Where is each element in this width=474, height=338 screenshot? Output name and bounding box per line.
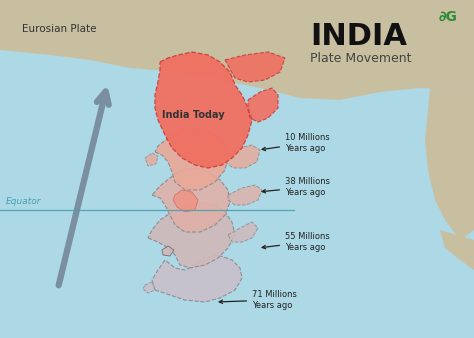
Text: Equator: Equator	[6, 197, 42, 206]
Polygon shape	[148, 202, 235, 268]
Polygon shape	[152, 255, 242, 302]
Polygon shape	[225, 52, 285, 82]
Polygon shape	[228, 185, 262, 205]
Polygon shape	[0, 55, 80, 100]
Polygon shape	[155, 52, 252, 168]
Text: ∂G: ∂G	[439, 10, 458, 24]
Text: 38 Millions
Years ago: 38 Millions Years ago	[262, 177, 330, 197]
Text: 71 Millions
Years ago: 71 Millions Years ago	[219, 290, 297, 310]
Polygon shape	[225, 145, 260, 168]
Polygon shape	[173, 190, 198, 212]
Text: Plate Movement: Plate Movement	[310, 52, 411, 65]
Polygon shape	[0, 0, 474, 100]
Polygon shape	[425, 88, 474, 240]
Text: 10 Millions
Years ago: 10 Millions Years ago	[262, 133, 330, 153]
Text: INDIA: INDIA	[310, 22, 407, 51]
Text: India Today: India Today	[162, 110, 225, 120]
Polygon shape	[440, 230, 474, 270]
Polygon shape	[143, 282, 155, 293]
Polygon shape	[162, 246, 174, 256]
Polygon shape	[155, 128, 228, 190]
Polygon shape	[248, 88, 278, 122]
Text: Eurosian Plate: Eurosian Plate	[22, 24, 97, 34]
Polygon shape	[228, 222, 258, 242]
Text: 55 Millions
Years ago: 55 Millions Years ago	[262, 232, 330, 252]
Polygon shape	[152, 168, 230, 232]
Polygon shape	[145, 153, 158, 166]
